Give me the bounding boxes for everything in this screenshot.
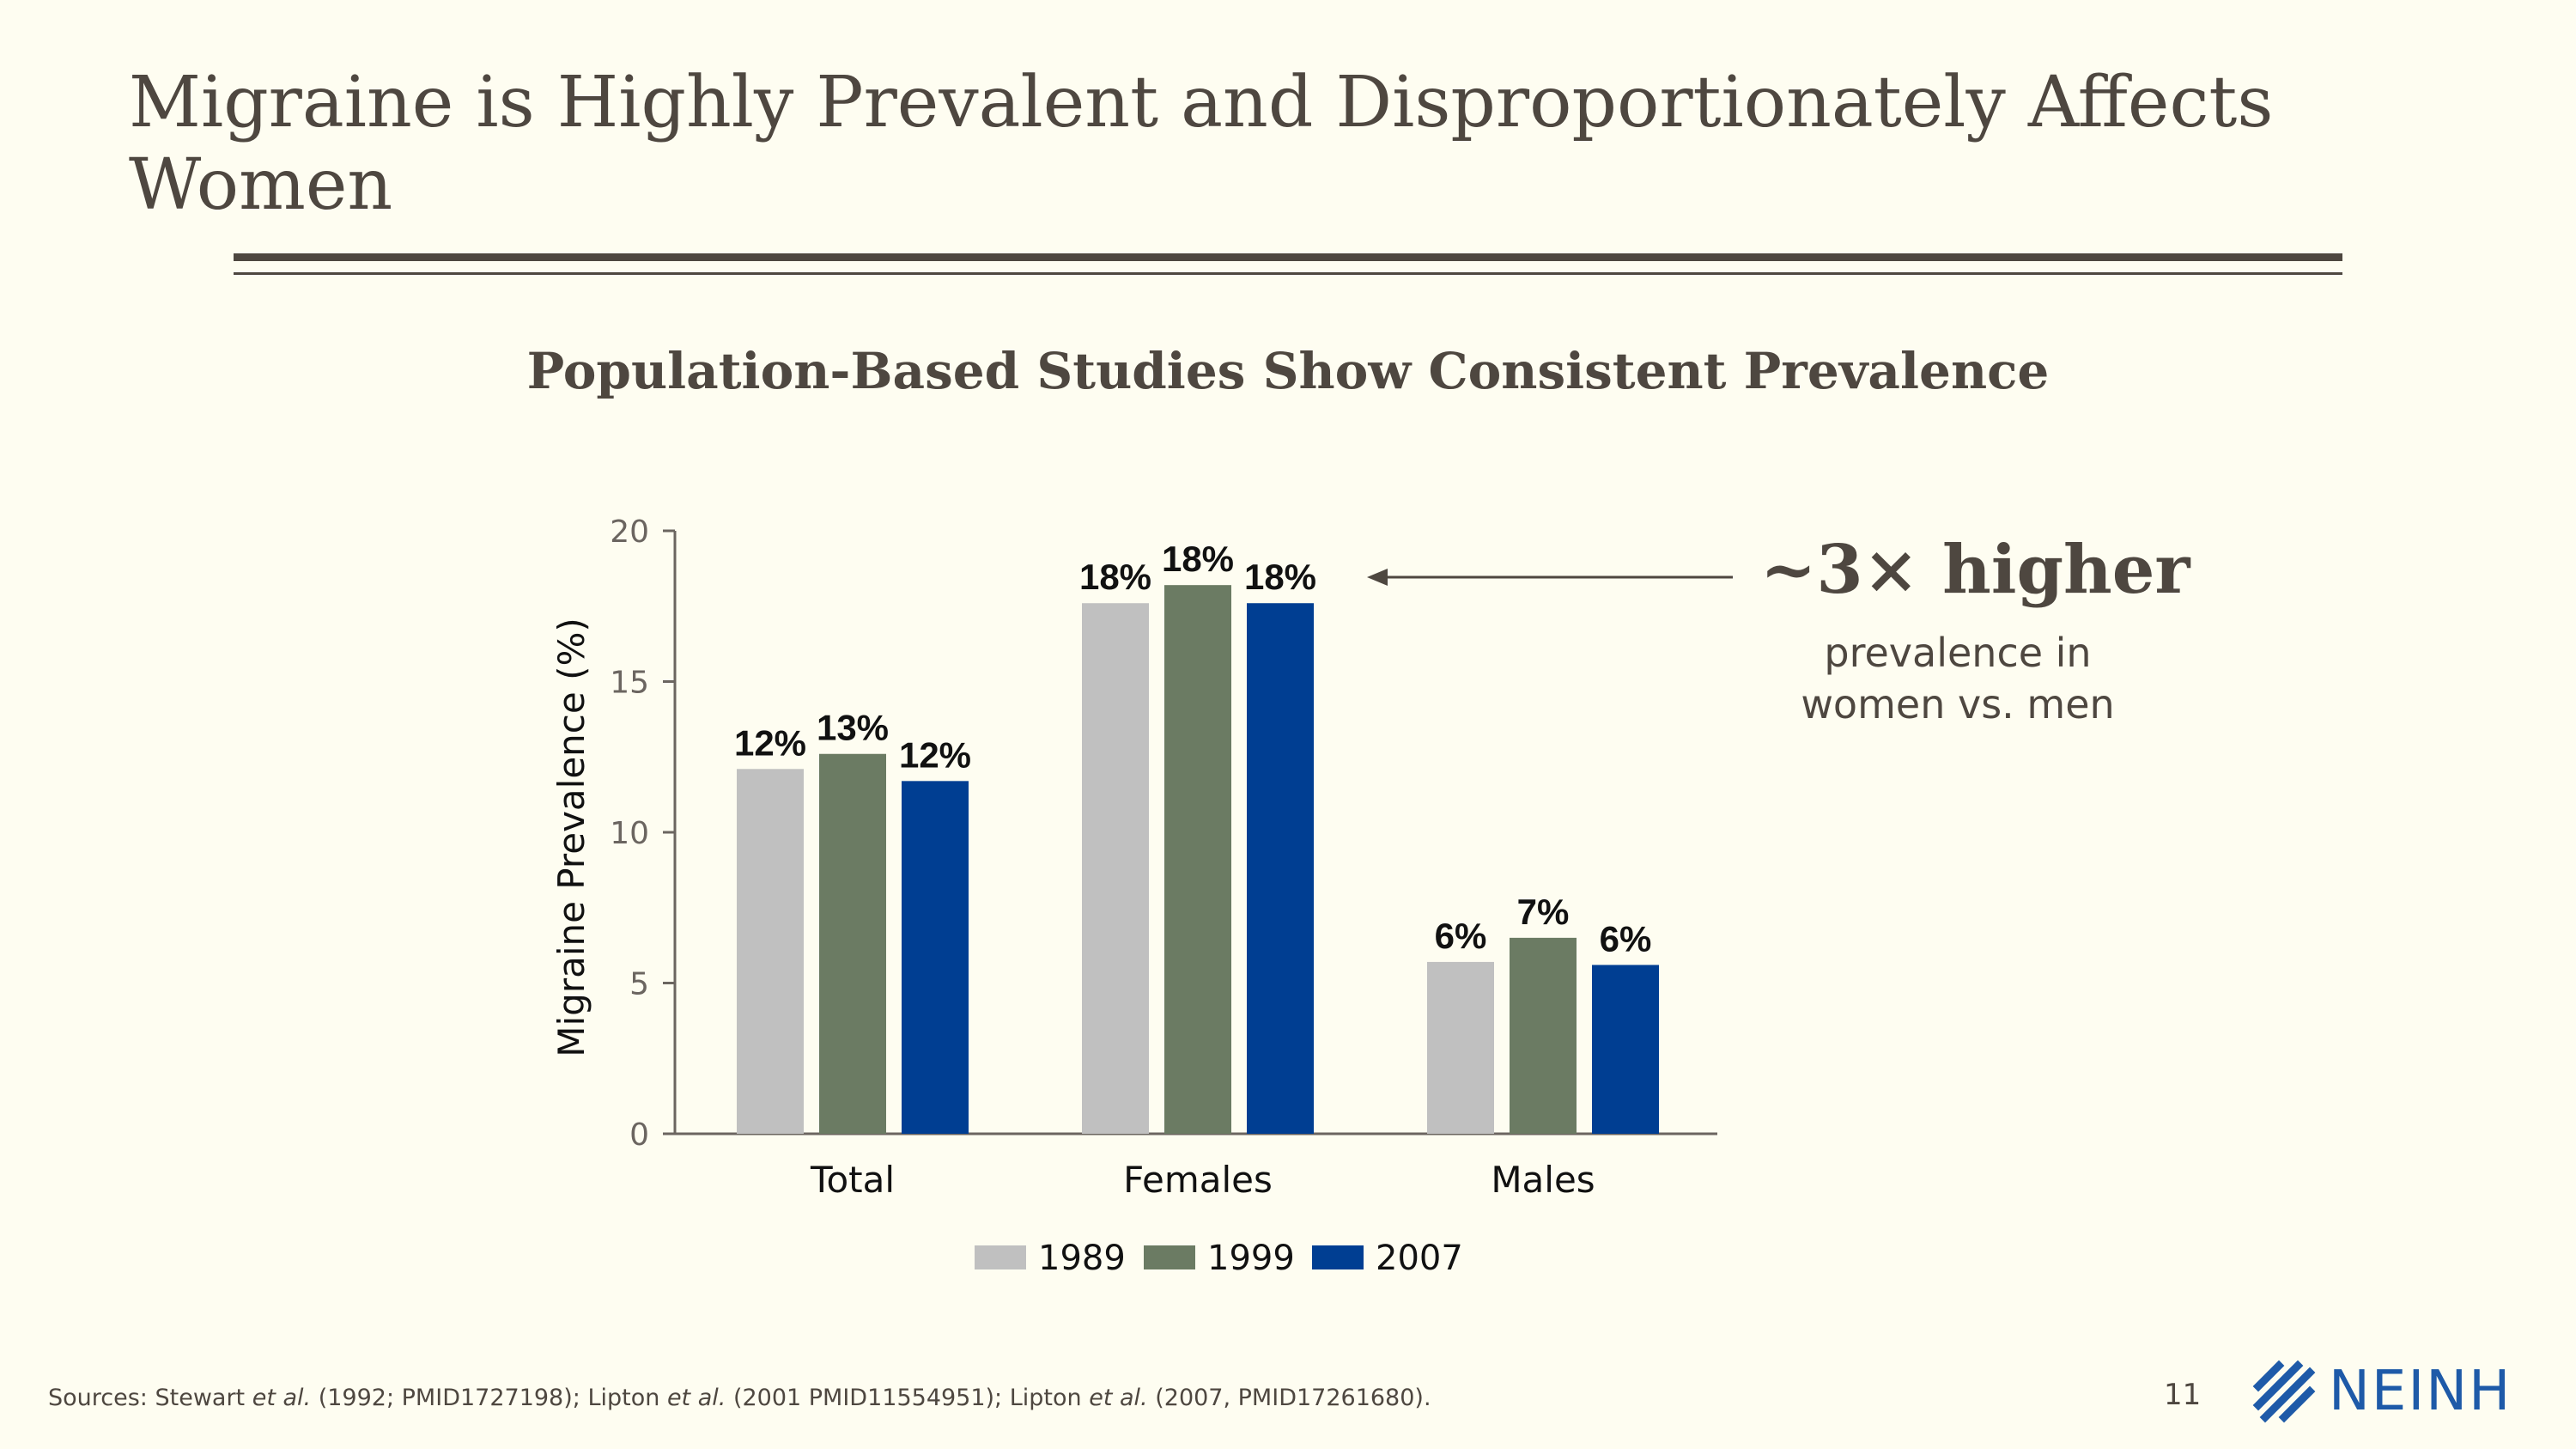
data-label: 6% bbox=[1600, 918, 1652, 959]
data-label: 18% bbox=[1079, 557, 1151, 597]
data-label: 6% bbox=[1435, 916, 1487, 956]
bar-total-1989 bbox=[737, 769, 804, 1134]
legend-swatch-1999 bbox=[1144, 1245, 1195, 1269]
bar-total-2007 bbox=[902, 781, 969, 1134]
y-tick-label: 5 bbox=[629, 967, 649, 1002]
data-label: 7% bbox=[1517, 892, 1570, 932]
title-divider-thick bbox=[234, 253, 2342, 261]
x-category-label: Total bbox=[810, 1159, 895, 1201]
data-label: 18% bbox=[1162, 539, 1234, 579]
sources-mid-1: (1992; PMID1727198); Lipton bbox=[311, 1385, 667, 1411]
title-divider-thin bbox=[234, 272, 2342, 275]
chart-title: Population-Based Studies Show Consistent… bbox=[526, 342, 2050, 400]
y-axis-label: Migraine Prevalence (%) bbox=[550, 618, 592, 1057]
callout-line-1: prevalence in bbox=[1824, 630, 2092, 676]
data-label: 18% bbox=[1244, 557, 1316, 597]
bar-males-1999 bbox=[1510, 937, 1577, 1134]
y-tick-label: 0 bbox=[629, 1117, 649, 1153]
sources-mid-2: (2001 PMID11554951); Lipton bbox=[726, 1385, 1090, 1411]
callout-headline: ~3× higher bbox=[1760, 531, 2190, 609]
x-category-label: Females bbox=[1123, 1159, 1273, 1201]
bar-males-2007 bbox=[1592, 965, 1659, 1134]
x-category-label: Males bbox=[1491, 1159, 1595, 1201]
legend-label: 1989 bbox=[1038, 1239, 1126, 1278]
sources-etal-2: et al. bbox=[666, 1385, 726, 1411]
slide-title: Migraine is Highly Prevalent and Disprop… bbox=[129, 62, 2274, 226]
bar-females-2007 bbox=[1247, 603, 1314, 1134]
sources-etal-1: et al. bbox=[252, 1385, 312, 1411]
callout-line-2: women vs. men bbox=[1801, 681, 2115, 728]
sources-footnote: Sources: Stewart et al. (1992; PMID17271… bbox=[48, 1385, 2109, 1411]
logo-text: NEINH bbox=[2329, 1360, 2512, 1423]
y-tick-label: 15 bbox=[610, 666, 649, 701]
bar-males-1989 bbox=[1427, 961, 1494, 1134]
bar-total-1999 bbox=[819, 753, 886, 1134]
page-number: 11 bbox=[2164, 1378, 2202, 1412]
callout-subtext: prevalence in women vs. men bbox=[1769, 627, 2147, 730]
data-label: 12% bbox=[899, 734, 971, 775]
sources-suffix: (2007, PMID17261680). bbox=[1147, 1385, 1431, 1411]
data-label: 13% bbox=[817, 708, 889, 748]
neinh-logo: NEINH bbox=[2250, 1357, 2512, 1426]
legend-label: 2007 bbox=[1376, 1239, 1463, 1278]
data-label: 12% bbox=[734, 722, 806, 763]
legend-swatch-2007 bbox=[1312, 1245, 1364, 1269]
legend-swatch-1989 bbox=[975, 1245, 1026, 1269]
y-tick-label: 20 bbox=[610, 514, 649, 550]
y-tick-label: 10 bbox=[610, 816, 649, 851]
callout-arrowhead bbox=[1367, 569, 1388, 586]
sources-prefix: Sources: Stewart bbox=[48, 1385, 252, 1411]
legend-label: 1999 bbox=[1207, 1239, 1295, 1278]
neinh-logo-icon bbox=[2252, 1360, 2316, 1423]
bar-females-1999 bbox=[1164, 585, 1231, 1134]
sources-etal-3: et al. bbox=[1089, 1385, 1148, 1411]
bar-females-1989 bbox=[1082, 603, 1149, 1134]
